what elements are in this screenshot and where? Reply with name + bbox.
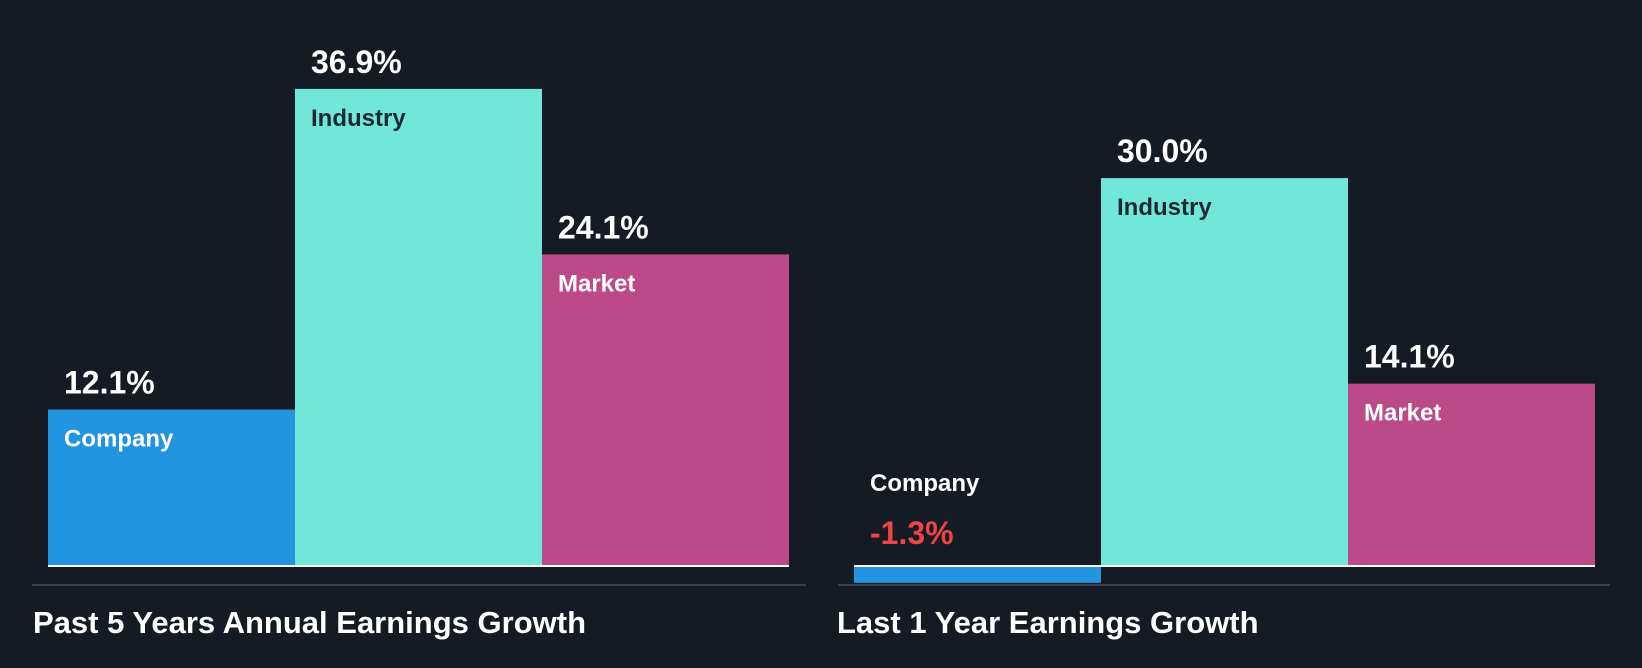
chart-2-bar-industry	[1101, 178, 1348, 566]
chart-1-category-label-company: Company	[64, 426, 174, 453]
chart-1-value-label-company: 12.1%	[64, 365, 155, 401]
chart-1-bar-industry	[295, 88, 542, 567]
chart-title-past-5-years: Past 5 Years Annual Earnings Growth	[33, 605, 587, 640]
chart-1-category-label-industry: Industry	[311, 105, 406, 132]
chart-1-bar-company	[48, 409, 295, 566]
chart-2-value-label-industry: 30.0%	[1117, 133, 1208, 169]
chart-2-value-label-market: 14.1%	[1364, 339, 1455, 375]
chart-1-value-label-market: 24.1%	[558, 209, 649, 245]
chart-1-category-label-market: Market	[558, 270, 635, 297]
chart-2-bar-market	[1348, 383, 1595, 566]
chart-2-category-label-market: Market	[1364, 400, 1441, 427]
chart-2-category-label-company: Company	[870, 470, 980, 497]
chart-2-value-label-company: -1.3%	[870, 515, 954, 551]
chart-title-last-1-year: Last 1 Year Earnings Growth	[837, 605, 1259, 640]
chart-2-bar-company	[854, 566, 1101, 583]
chart-2-category-label-industry: Industry	[1117, 194, 1212, 221]
chart-1-bar-market	[542, 254, 789, 566]
chart-1-value-label-industry: 36.9%	[311, 44, 402, 80]
